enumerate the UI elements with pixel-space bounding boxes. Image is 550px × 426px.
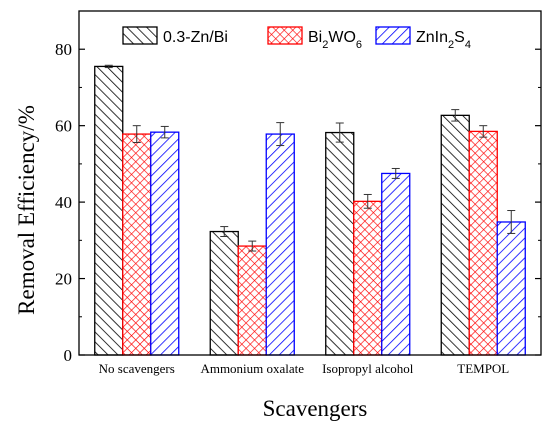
error-bar-3-1 (479, 125, 488, 138)
y-tick-label: 40 (55, 193, 72, 212)
bar-0-1 (122, 133, 152, 356)
legend-label: 0.3-Zn/Bi (163, 29, 228, 46)
legend-label: ZnIn2S4 (416, 29, 471, 51)
error-bar-3-2 (507, 210, 516, 234)
y-tick-label: 80 (55, 40, 72, 59)
error-bar-1-1 (248, 240, 257, 252)
y-tick-label: 20 (55, 270, 72, 289)
x-tick-label: Ammonium oxalate (200, 361, 304, 376)
x-tick-label: No scavengers (99, 361, 175, 376)
error-bar-1-0 (220, 226, 229, 238)
error-bar-1-2 (276, 122, 285, 147)
legend-label: Bi2WO6 (308, 29, 362, 51)
bar-3-2 (496, 221, 526, 356)
error-bar-2-2 (391, 167, 400, 179)
x-tick-label: TEMPOL (457, 361, 509, 376)
bar-0-0 (94, 65, 124, 356)
bar-2-2 (381, 172, 411, 356)
error-bar-0-2 (160, 125, 169, 139)
x-tick-label: Isopropyl alcohol (322, 361, 414, 376)
y-axis-title: Removal Efficiency/% (14, 105, 39, 315)
legend-swatch (267, 26, 303, 45)
legend-swatch (122, 26, 158, 45)
bar-3-0 (440, 114, 470, 356)
legend-item-0: 0.3-Zn/Bi (122, 26, 228, 46)
legend-swatch (375, 26, 411, 45)
bar-1-0 (209, 230, 239, 356)
x-axis-title: Scavengers (263, 396, 368, 421)
bar-3-1 (468, 130, 498, 356)
legend-item-1: Bi2WO6 (267, 26, 362, 51)
error-bar-2-0 (335, 122, 344, 143)
legend-item-2: ZnIn2S4 (375, 26, 471, 51)
y-tick-label: 60 (55, 117, 72, 136)
error-bar-0-0 (104, 64, 113, 69)
bar-2-0 (325, 131, 355, 356)
y-tick-label: 0 (64, 346, 73, 365)
bar-2-1 (353, 200, 383, 356)
bar-1-1 (237, 245, 267, 356)
bar-1-2 (265, 133, 295, 356)
error-bar-3-0 (451, 109, 460, 122)
bar-0-2 (150, 131, 180, 356)
error-bar-0-1 (132, 125, 141, 143)
error-bar-2-1 (363, 193, 372, 209)
plot-frame (78, 10, 542, 356)
